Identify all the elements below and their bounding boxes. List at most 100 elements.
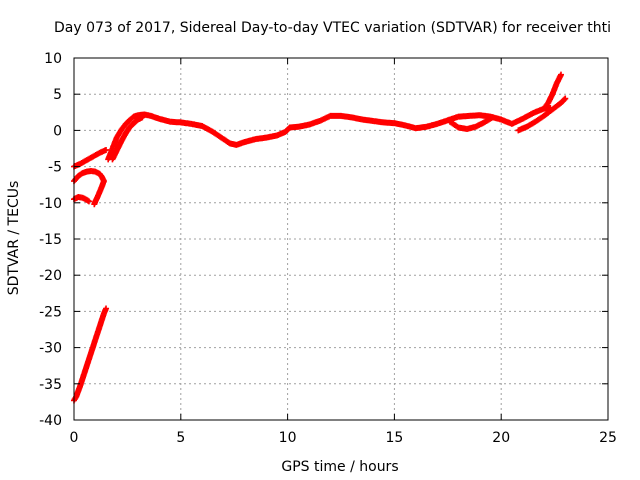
data-trace (200, 123, 215, 135)
data-trace (99, 311, 107, 322)
data-trace (533, 113, 546, 124)
y-tick-label: -10 (39, 196, 62, 212)
data-trace (97, 171, 105, 179)
data-trace (118, 122, 128, 133)
data-trace (94, 324, 103, 335)
y-tick-label: -40 (39, 413, 62, 429)
data-trace (93, 169, 102, 177)
data-trace (97, 185, 105, 194)
data-trace (189, 121, 204, 129)
chart-title: Day 073 of 2017, Sidereal Day-to-day VTE… (54, 20, 611, 36)
series-sat-late-dip (446, 114, 496, 132)
data-trace (101, 306, 109, 316)
data-trace (80, 195, 89, 203)
series-sat-spike (540, 71, 565, 112)
data-trace (97, 318, 105, 329)
data-trace (71, 395, 79, 403)
data-trace (541, 101, 551, 111)
x-tick-label: 20 (492, 430, 510, 446)
data-trace (91, 150, 102, 159)
data-trace (482, 115, 495, 125)
data-trace (80, 169, 89, 176)
data-trace (77, 377, 86, 387)
data-trace (123, 125, 132, 136)
data-trace (123, 118, 132, 127)
y-tick-label: -15 (39, 232, 62, 248)
data-trace (465, 124, 478, 132)
data-trace (307, 118, 322, 128)
data-trace (211, 129, 226, 142)
data-trace (78, 157, 89, 166)
data-trace (73, 389, 81, 399)
data-trace (118, 132, 128, 144)
data-trace (516, 124, 529, 133)
data-trace (448, 119, 461, 130)
data-trace (88, 344, 96, 355)
data-trace (550, 100, 563, 112)
series-sat-rising-early (71, 146, 110, 170)
y-axis: -40 -35 -30 -25 -20 -15 -10 -5 0 5 10 (39, 51, 608, 429)
y-tick-label: -25 (39, 304, 62, 320)
data-trace (92, 195, 100, 204)
data-trace (72, 194, 81, 202)
data-trace (84, 197, 91, 204)
plot-area (71, 71, 569, 404)
data-trace (110, 136, 120, 151)
data-trace (136, 114, 145, 122)
x-tick-label: 0 (70, 430, 79, 446)
data-trace (97, 147, 108, 156)
data-trace (510, 116, 525, 127)
data-trace (110, 148, 120, 162)
y-tick-label: -5 (48, 160, 62, 176)
data-trace (85, 168, 93, 175)
data-trace (283, 125, 292, 134)
y-tick-label: -30 (39, 341, 62, 357)
data-trace (131, 117, 140, 126)
data-trace (85, 154, 95, 163)
data-trace (221, 136, 232, 146)
x-tick-label: 25 (599, 430, 617, 446)
series-sat-arc (71, 167, 107, 208)
data-trace (554, 72, 564, 86)
data-trace (114, 140, 124, 153)
data-trace (89, 168, 97, 175)
y-tick-label: -35 (39, 377, 62, 393)
x-axis-label: GPS time / hours (281, 459, 398, 475)
data-trace (550, 81, 560, 96)
x-tick-label: 5 (176, 430, 185, 446)
data-trace (545, 92, 555, 105)
data-trace (275, 129, 288, 138)
data-trace (542, 107, 555, 119)
data-trace (435, 117, 450, 127)
series-sat-late-rise (515, 95, 569, 134)
data-trace (558, 96, 568, 105)
x-tick-label: 15 (385, 430, 403, 446)
data-trace (520, 110, 536, 122)
data-trace (127, 114, 136, 123)
y-tick-label: -20 (39, 268, 62, 284)
series-sat-low-short (71, 194, 92, 205)
data-trace (127, 121, 136, 130)
y-tick-label: 0 (53, 123, 62, 139)
data-trace (473, 120, 486, 130)
x-axis: 0 5 10 15 20 25 (70, 58, 617, 446)
data-trace (525, 119, 538, 130)
data-trace (95, 190, 103, 199)
y-tick-label: 10 (44, 51, 62, 67)
series-sat-second-rise (109, 114, 146, 163)
data-trace (76, 194, 85, 201)
grid (74, 58, 608, 420)
data-trace (131, 112, 140, 120)
data-trace (114, 128, 124, 140)
data-trace (76, 170, 85, 179)
y-tick-label: 5 (53, 87, 62, 103)
data-trace (99, 179, 107, 189)
data-trace (72, 161, 83, 169)
data-trace (90, 337, 98, 348)
data-trace (99, 174, 107, 183)
y-axis-label: SDTVAR / TECUs (6, 181, 22, 296)
data-trace (91, 199, 98, 207)
data-trace (84, 357, 92, 368)
